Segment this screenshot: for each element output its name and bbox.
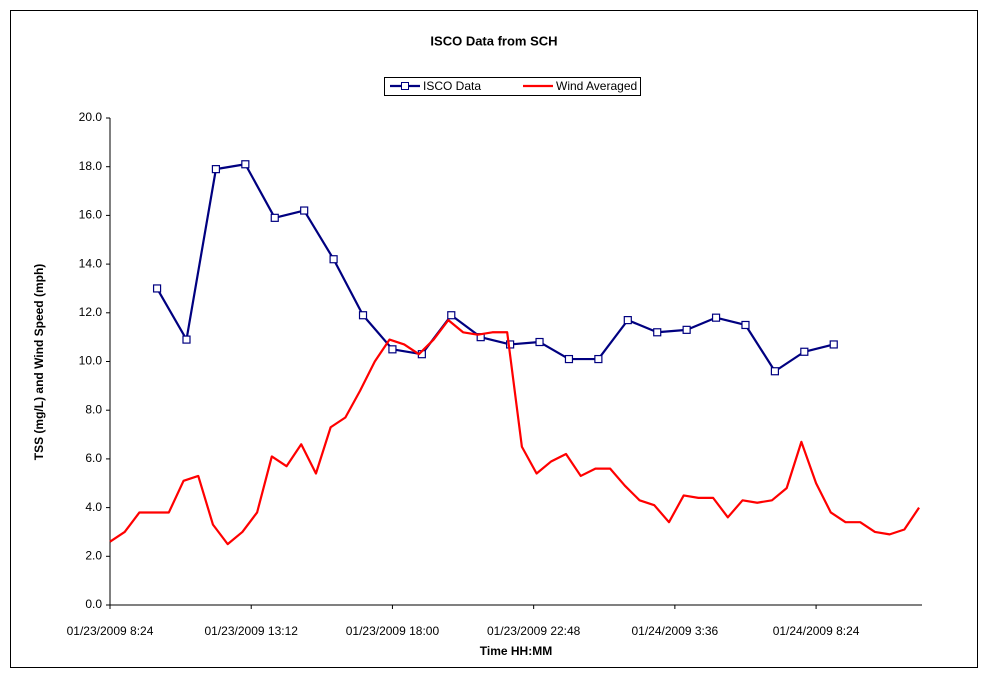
legend-box xyxy=(384,77,641,96)
y-tick-label: 8.0 xyxy=(85,402,102,416)
series-marker xyxy=(711,313,721,322)
y-tick-label: 0.0 xyxy=(85,597,102,611)
x-tick-label: 01/23/2009 22:48 xyxy=(487,624,581,638)
series-marker xyxy=(594,354,603,364)
series-marker xyxy=(535,337,544,347)
x-tick-label: 01/24/2009 3:36 xyxy=(631,624,718,638)
series-marker xyxy=(800,347,809,356)
y-tick-label: 6.0 xyxy=(85,451,102,465)
series-marker xyxy=(241,160,250,169)
series-marker xyxy=(447,311,456,320)
x-tick-label: 01/23/2009 18:00 xyxy=(346,624,440,638)
series-line xyxy=(156,163,835,373)
y-axis-label: TSS (mg/L) and Wind Speed (mph) xyxy=(32,264,46,461)
y-tick-label: 14.0 xyxy=(79,256,103,270)
series-marker xyxy=(623,316,632,325)
series-marker xyxy=(329,255,338,264)
series-marker xyxy=(829,340,838,349)
y-tick-label: 16.0 xyxy=(79,208,103,222)
chart-frame xyxy=(10,10,978,668)
series-marker xyxy=(358,311,368,320)
series-line xyxy=(109,319,920,546)
series-marker xyxy=(682,325,691,334)
chart-title: ISCO Data from SCH xyxy=(430,33,557,48)
y-tick-label: 20.0 xyxy=(79,110,103,124)
y-tick-label: 10.0 xyxy=(79,354,103,368)
series-marker xyxy=(770,367,779,376)
series-marker xyxy=(152,284,162,293)
y-tick-label: 4.0 xyxy=(85,500,102,514)
legend-marker xyxy=(401,82,409,90)
series-marker xyxy=(388,345,397,354)
legend-label: ISCO Data xyxy=(423,79,481,93)
y-tick-label: 2.0 xyxy=(85,548,102,562)
series-marker xyxy=(182,335,191,344)
y-tick-label: 18.0 xyxy=(79,159,103,173)
legend-label: Wind Averaged xyxy=(556,79,637,93)
x-tick-label: 01/23/2009 13:12 xyxy=(205,624,299,638)
y-tick-label: 12.0 xyxy=(79,305,103,319)
x-axis-label: Time HH:MM xyxy=(480,644,552,658)
series-marker xyxy=(564,354,574,364)
series-marker xyxy=(653,328,662,337)
series-marker xyxy=(211,165,221,174)
series-marker xyxy=(270,213,279,222)
series-marker xyxy=(741,320,750,330)
x-tick-label: 01/23/2009 8:24 xyxy=(67,624,154,638)
series-marker xyxy=(300,206,309,215)
x-tick-label: 01/24/2009 8:24 xyxy=(773,624,860,638)
